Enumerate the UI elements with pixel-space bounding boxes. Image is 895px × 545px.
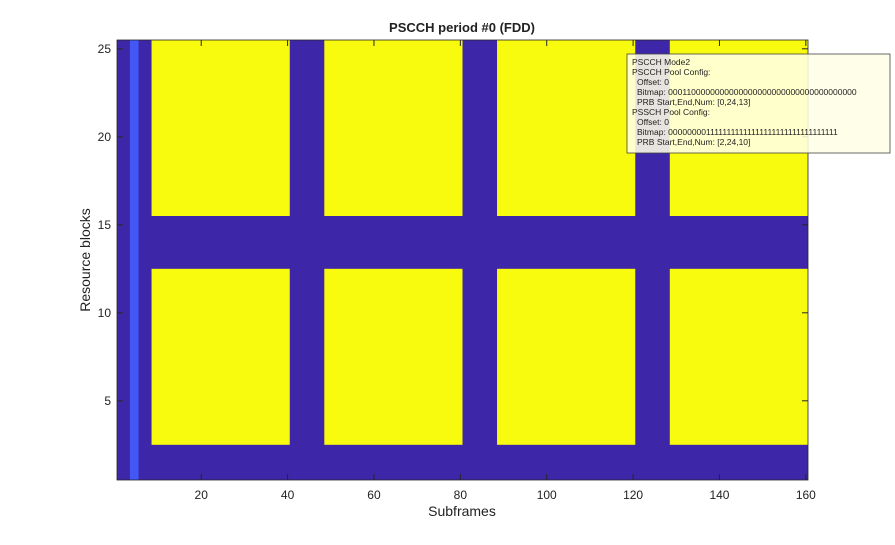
y-tick-label: 20 <box>98 130 112 144</box>
y-tick-label: 10 <box>98 306 112 320</box>
annotation-line: Bitmap: 00000000111111111111111111111111… <box>637 127 838 137</box>
x-tick-label: 20 <box>195 488 209 502</box>
annotation-box <box>626 53 891 154</box>
x-tick-label: 100 <box>537 488 557 502</box>
annotation-line: PRB Start,End,Num: [2,24,10] <box>637 137 750 147</box>
region <box>497 268 636 445</box>
x-axis-label: Subframes <box>428 503 496 519</box>
region <box>129 40 139 480</box>
annotation-line: PSSCH Pool Config: <box>632 107 710 117</box>
chart-title: PSCCH period #0 (FDD) <box>389 20 535 35</box>
x-tick-label: 140 <box>709 488 729 502</box>
region <box>151 268 290 445</box>
annotation-line: Bitmap: 00011000000000000000000000000000… <box>637 87 857 97</box>
y-tick-label: 15 <box>98 218 112 232</box>
annotation-line: PRB Start,End,Num: [0,24,13] <box>637 97 750 107</box>
x-tick-label: 120 <box>623 488 643 502</box>
region <box>497 40 636 216</box>
axes-frame <box>116 39 809 481</box>
y-tick-label: 25 <box>98 42 112 56</box>
x-tick-label: 60 <box>367 488 381 502</box>
x-tick-label: 40 <box>281 488 295 502</box>
annotation-line: PSCCH Pool Config: <box>632 67 710 77</box>
region <box>669 268 808 445</box>
y-axis-label: Resource blocks <box>77 208 93 312</box>
annotation-line: PSCCH Mode2 <box>632 57 690 67</box>
region <box>324 40 463 216</box>
annotation-line: Offset: 0 <box>637 77 669 87</box>
x-tick-label: 160 <box>796 488 816 502</box>
region <box>151 40 290 216</box>
annotation-line: Offset: 0 <box>637 117 669 127</box>
region <box>324 268 463 445</box>
x-tick-label: 80 <box>454 488 468 502</box>
y-tick-label: 5 <box>104 394 111 408</box>
